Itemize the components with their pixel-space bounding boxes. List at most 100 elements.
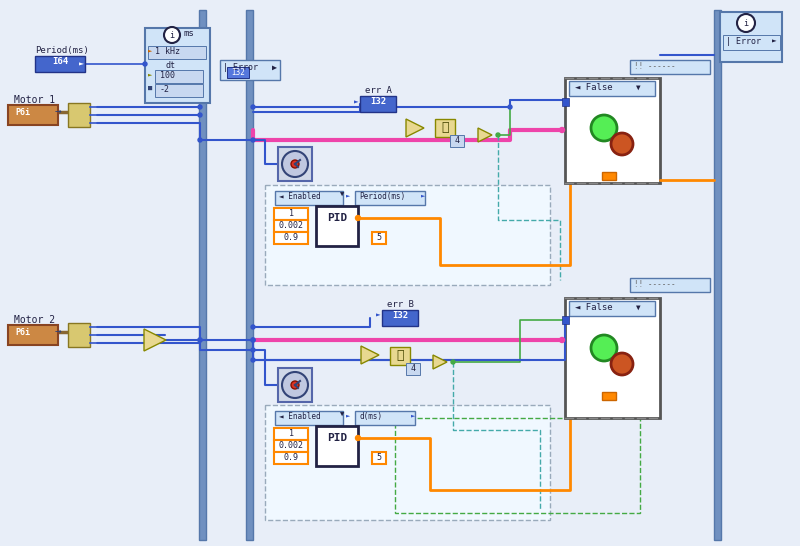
Circle shape (355, 436, 361, 441)
Bar (8, 325, 58, 345)
Circle shape (251, 338, 255, 342)
Text: 4: 4 (410, 364, 415, 373)
Bar (435, 119, 455, 137)
Text: 5: 5 (377, 233, 382, 242)
Bar (630, 278, 710, 292)
Text: →: → (55, 107, 62, 117)
Text: Motor 2: Motor 2 (14, 315, 55, 325)
Text: ►: ► (354, 98, 358, 107)
Polygon shape (406, 119, 424, 137)
Text: 4: 4 (454, 136, 459, 145)
Text: PID: PID (327, 213, 347, 223)
Bar (565, 78, 660, 183)
Circle shape (251, 338, 255, 342)
Bar (227, 67, 249, 78)
Text: I32: I32 (231, 68, 245, 77)
Bar (275, 191, 343, 205)
Bar (390, 347, 410, 365)
Circle shape (282, 372, 308, 398)
Text: | Error: | Error (223, 63, 258, 72)
Bar (382, 310, 418, 326)
Text: I32: I32 (370, 97, 386, 106)
Circle shape (143, 62, 147, 66)
Bar (602, 172, 616, 180)
Bar (316, 426, 358, 466)
Text: i: i (170, 31, 174, 39)
Bar (148, 46, 206, 59)
Text: d(ms): d(ms) (359, 412, 382, 421)
Text: ►: ► (772, 37, 777, 46)
Text: ■: ■ (148, 85, 152, 91)
Circle shape (355, 216, 361, 221)
Bar (450, 135, 464, 147)
Bar (274, 428, 308, 440)
Bar (8, 105, 58, 125)
Bar (68, 323, 90, 347)
Bar (720, 12, 782, 62)
Bar (723, 35, 780, 50)
Text: ◄ Enabled: ◄ Enabled (279, 192, 321, 201)
Circle shape (164, 27, 180, 43)
Bar (406, 363, 420, 375)
Polygon shape (478, 128, 492, 142)
Bar (274, 440, 308, 452)
Circle shape (251, 138, 255, 142)
Text: ◄ False: ◄ False (575, 83, 613, 92)
Text: Motor 1: Motor 1 (14, 95, 55, 105)
Circle shape (198, 113, 202, 117)
Text: P6i: P6i (15, 108, 30, 117)
Circle shape (251, 358, 255, 362)
Bar (68, 103, 90, 127)
Text: ►: ► (78, 60, 83, 69)
Polygon shape (144, 329, 166, 351)
Text: ►: ► (346, 192, 350, 198)
Bar (372, 232, 386, 244)
Circle shape (291, 160, 299, 168)
Circle shape (198, 338, 202, 342)
Bar (274, 220, 308, 232)
Text: ⏸: ⏸ (442, 121, 449, 134)
Text: P6i: P6i (15, 328, 30, 337)
Text: Period(ms): Period(ms) (35, 46, 89, 55)
Circle shape (451, 360, 455, 364)
Text: ▼: ▼ (636, 83, 641, 92)
Circle shape (198, 105, 202, 109)
Bar (714, 10, 721, 540)
Circle shape (591, 335, 617, 361)
Circle shape (611, 133, 633, 155)
Polygon shape (433, 355, 447, 369)
Circle shape (282, 151, 308, 177)
Text: i: i (743, 19, 749, 27)
Bar (265, 185, 550, 285)
Text: 0.9: 0.9 (283, 233, 298, 242)
Text: !! ------: !! ------ (634, 280, 676, 289)
Text: ►: ► (376, 311, 381, 320)
Bar (562, 98, 569, 106)
Circle shape (559, 337, 565, 342)
Circle shape (559, 128, 565, 133)
Bar (562, 316, 569, 324)
Text: ◄ Enabled: ◄ Enabled (279, 412, 321, 421)
Bar (355, 411, 415, 425)
Circle shape (737, 14, 755, 32)
Circle shape (198, 338, 202, 342)
Text: ►: ► (421, 192, 426, 198)
Text: 1: 1 (289, 209, 294, 218)
Bar (274, 208, 308, 220)
Bar (278, 368, 312, 402)
Text: ▼: ▼ (340, 412, 344, 418)
Text: ►: ► (411, 412, 415, 418)
Circle shape (611, 353, 633, 375)
Text: Period(ms): Period(ms) (359, 192, 406, 201)
Text: -2: -2 (160, 85, 170, 94)
Text: ►: ► (148, 47, 152, 53)
Circle shape (508, 105, 512, 109)
Bar (316, 206, 358, 246)
Text: ▼: ▼ (636, 303, 641, 312)
Bar (155, 70, 203, 83)
Text: ◄ False: ◄ False (575, 303, 613, 312)
Circle shape (251, 325, 255, 329)
Text: 1 kHz: 1 kHz (155, 47, 180, 56)
Text: err A: err A (365, 86, 391, 95)
Text: !! ------: !! ------ (634, 62, 676, 71)
